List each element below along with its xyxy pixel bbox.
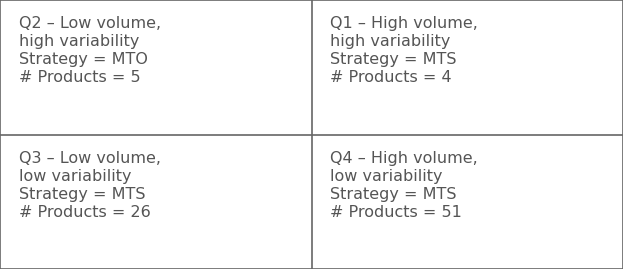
Text: Q4 – High volume,
low variability
Strategy = MTS
# Products = 51: Q4 – High volume, low variability Strate… (330, 151, 478, 220)
Text: Q2 – Low volume,
high variability
Strategy = MTO
# Products = 5: Q2 – Low volume, high variability Strate… (19, 16, 161, 85)
Text: Q3 – Low volume,
low variability
Strategy = MTS
# Products = 26: Q3 – Low volume, low variability Strateg… (19, 151, 161, 220)
Text: Q1 – High volume,
high variability
Strategy = MTS
# Products = 4: Q1 – High volume, high variability Strat… (330, 16, 478, 85)
